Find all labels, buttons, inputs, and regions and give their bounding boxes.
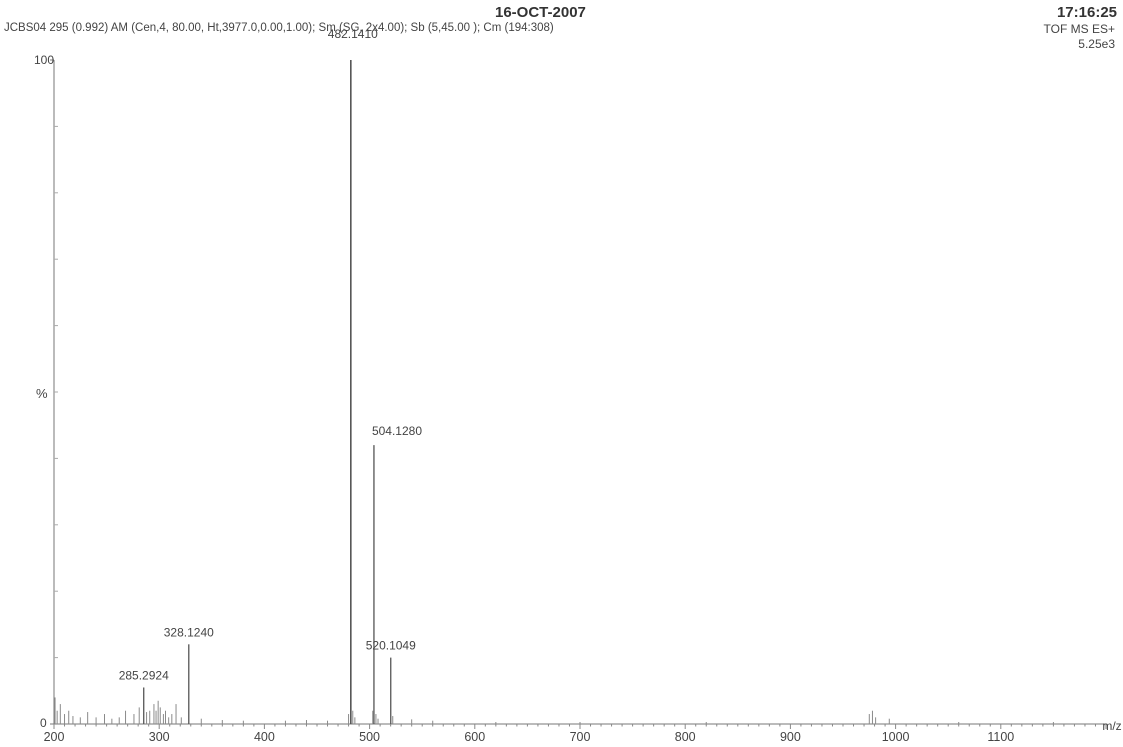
x-axis-label: m/z xyxy=(1102,719,1121,733)
peak-label: 482.1410 xyxy=(328,27,378,41)
x-tick-label: 500 xyxy=(359,730,380,744)
x-tick-label: 1100 xyxy=(987,730,1014,744)
x-tick-label: 900 xyxy=(780,730,801,744)
acquisition-date: 16-OCT-2007 xyxy=(495,4,586,21)
x-tick-label: 1000 xyxy=(882,730,910,744)
scan-description: JCBS04 295 (0.992) AM (Cen,4, 80.00, Ht,… xyxy=(4,22,554,34)
x-tick-label: 700 xyxy=(570,730,591,744)
minor-peaks-group xyxy=(54,697,1054,724)
major-peaks-group: 482.1410 504.1280 328.1240 520.1049 285.2924 xyxy=(119,27,422,724)
x-tick-label: 800 xyxy=(675,730,696,744)
max-intensity: 5.25e3 xyxy=(1078,37,1115,51)
peak-label: 328.1240 xyxy=(164,625,214,639)
y-tick-label: 0 xyxy=(40,716,47,730)
peak-label: 285.2924 xyxy=(119,668,169,682)
acquisition-time: 17:16:25 xyxy=(1056,4,1117,21)
y-axis-label: % xyxy=(36,386,48,401)
x-tick-label: 400 xyxy=(254,730,275,744)
peak-label: 504.1280 xyxy=(372,424,422,438)
y-tick-label: 100 xyxy=(34,53,54,67)
chart-axes: 0 100% 200 300 400 500 600 700 800 900 1000 1100 m/z xyxy=(34,53,1122,744)
x-tick-label: 300 xyxy=(149,730,170,744)
x-tick-label: 600 xyxy=(464,730,485,744)
x-tick-label: 200 xyxy=(44,730,65,744)
instrument-mode: TOF MS ES+ xyxy=(1043,22,1115,36)
peak-label: 520.1049 xyxy=(366,639,416,653)
